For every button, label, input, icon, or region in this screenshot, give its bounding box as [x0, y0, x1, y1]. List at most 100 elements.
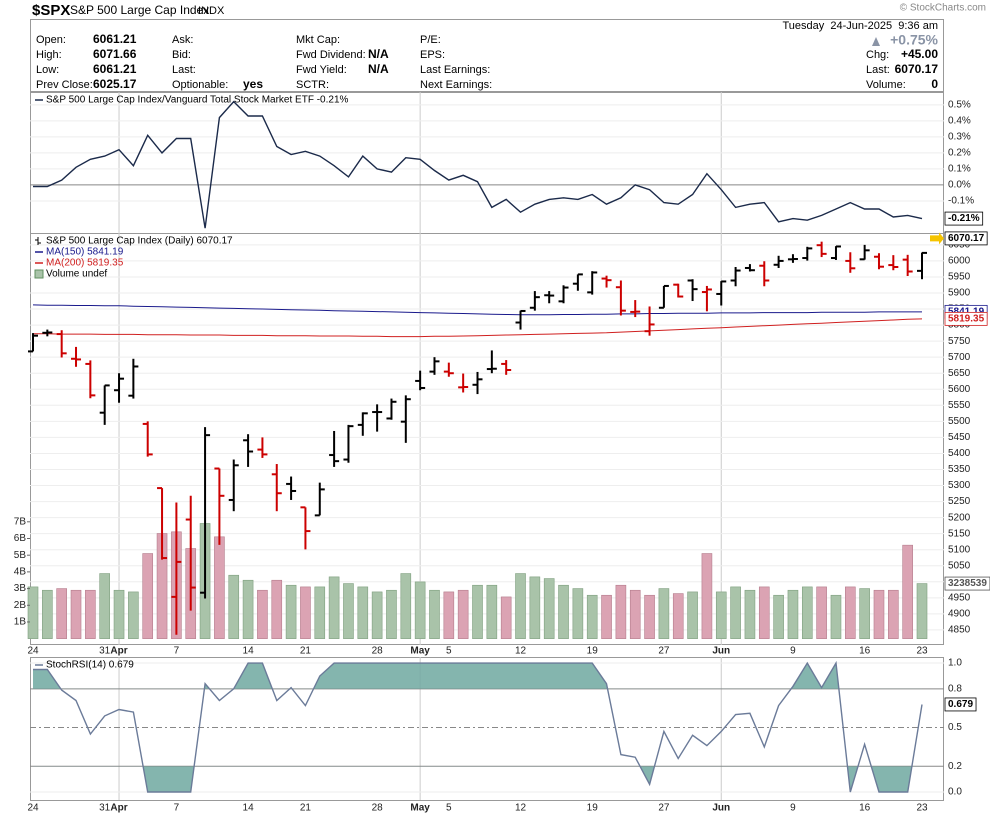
- volume-bar: [386, 589, 397, 639]
- last-price-label-box: [944, 231, 988, 246]
- x-tick-label: 31: [99, 646, 111, 657]
- y-tick-label: 5400: [948, 448, 971, 459]
- x-tick-label: 19: [587, 803, 599, 814]
- y-tick-label: 4900: [948, 609, 971, 620]
- quote-box: [30, 19, 944, 92]
- y-tick-label: 1.0: [948, 658, 962, 669]
- x-tick-label: 19: [587, 646, 599, 657]
- volume-bar: [586, 594, 598, 639]
- x-tick-label: May: [410, 646, 430, 657]
- x-tick-label: 24: [27, 803, 39, 814]
- volume-bar: [142, 553, 154, 639]
- y-tick-label: 0.2: [948, 761, 962, 772]
- volume-bar: [314, 586, 326, 639]
- y-tick-label: 0.5: [948, 722, 962, 733]
- volume-bar: [85, 589, 96, 639]
- volume-bar: [328, 576, 340, 639]
- legend-label: MA(200) 5819.35: [46, 258, 124, 269]
- volume-bar: [916, 583, 928, 639]
- quote-label: Optionable:: [172, 79, 228, 91]
- x-tick-label: 9: [790, 646, 796, 657]
- volume-bar: [285, 584, 297, 639]
- quote-label: Last:: [172, 64, 196, 76]
- volume-bar: [300, 586, 311, 639]
- series-line: [33, 100, 923, 229]
- legend-ohlc-icon: [35, 237, 41, 245]
- quote-label: Bid:: [172, 49, 191, 61]
- volume-bar: [500, 596, 512, 639]
- x-tick-label: 21: [300, 803, 312, 814]
- quote-label: Ask:: [172, 34, 193, 46]
- summary-label: Volume:: [866, 79, 906, 91]
- volume-bar: [228, 574, 240, 639]
- y2-tick-label: 7B: [14, 516, 27, 527]
- moving-average: [33, 318, 923, 338]
- x-tick-label: 23: [916, 646, 928, 657]
- x-tick-label: 7: [174, 803, 180, 814]
- x-tick-label: 14: [243, 803, 255, 814]
- y-tick-label: 5050: [948, 560, 971, 571]
- volume-bar: [400, 573, 412, 639]
- y-tick-label: 0.0: [948, 787, 962, 798]
- x-tick-label: Apr: [110, 646, 127, 657]
- volume-bar: [615, 584, 627, 639]
- volume-bar: [601, 594, 612, 639]
- panel-frame: [30, 233, 944, 645]
- volume-bar: [429, 589, 440, 639]
- y-tick-label: 0.0%: [948, 180, 971, 191]
- x-tick-label: May: [410, 803, 430, 814]
- volume-bar: [457, 589, 469, 639]
- legend-label: Volume undef: [46, 269, 107, 280]
- last-price-label: 6070.17: [948, 233, 985, 244]
- y-tick-label: 0.3%: [948, 132, 971, 143]
- volume-bar: [515, 573, 526, 639]
- x-tick-label: 7: [174, 646, 180, 657]
- quote-value: N/A: [368, 62, 389, 76]
- y-tick-label: 5700: [948, 352, 971, 363]
- panel-frame: [30, 657, 944, 801]
- up-arrow-icon: [872, 37, 880, 46]
- volume-bar: [801, 586, 813, 639]
- quote-label: Prev Close:: [36, 79, 93, 91]
- x-tick-label: 12: [515, 646, 527, 657]
- summary-label: Last:: [866, 64, 890, 76]
- volume-bar: [672, 593, 684, 639]
- summary-value: 6070.17: [895, 62, 939, 76]
- legend-label: S&P 500 Large Cap Index (Daily) 6070.17: [46, 236, 233, 247]
- x-tick-label: 21: [300, 646, 312, 657]
- x-tick-label: Jun: [712, 803, 730, 814]
- volume-bar: [744, 589, 756, 639]
- volume-bar: [242, 579, 254, 639]
- y-tick-label: 5250: [948, 496, 971, 507]
- y-tick-label: 4950: [948, 592, 971, 603]
- security-name: S&P 500 Large Cap Index: [70, 3, 209, 17]
- y2-tick-label: 5B: [14, 550, 27, 561]
- series-line: [33, 660, 923, 793]
- y-tick-label: 0.4%: [948, 115, 971, 126]
- quote-value: N/A: [368, 47, 389, 61]
- volume-bar: [816, 586, 827, 639]
- quote-label: Next Earnings:: [420, 79, 492, 91]
- volume-bar: [730, 586, 741, 639]
- x-tick-label: Jun: [712, 646, 730, 657]
- volume-bar: [902, 544, 913, 639]
- y2-tick-label: 6B: [14, 533, 27, 544]
- y-tick-label: 0.2%: [948, 148, 971, 159]
- y-tick-label: 5950: [948, 272, 971, 283]
- volume-bar: [658, 588, 670, 639]
- volume-bar: [715, 591, 727, 639]
- volume-bar: [873, 589, 885, 639]
- volume-bar: [271, 579, 283, 639]
- volume-bar: [529, 576, 541, 639]
- x-tick-label: 5: [446, 646, 452, 657]
- x-tick-label: 23: [916, 803, 928, 814]
- quote-label: High:: [36, 49, 62, 61]
- quote-label: Open:: [36, 34, 66, 46]
- y-tick-label: 0.1%: [948, 164, 971, 175]
- volume-bar: [42, 589, 53, 639]
- last-price-arrow: [930, 232, 944, 245]
- quote-value: yes: [243, 77, 263, 91]
- volume-bar: [701, 553, 713, 639]
- x-tick-label: Apr: [110, 803, 127, 814]
